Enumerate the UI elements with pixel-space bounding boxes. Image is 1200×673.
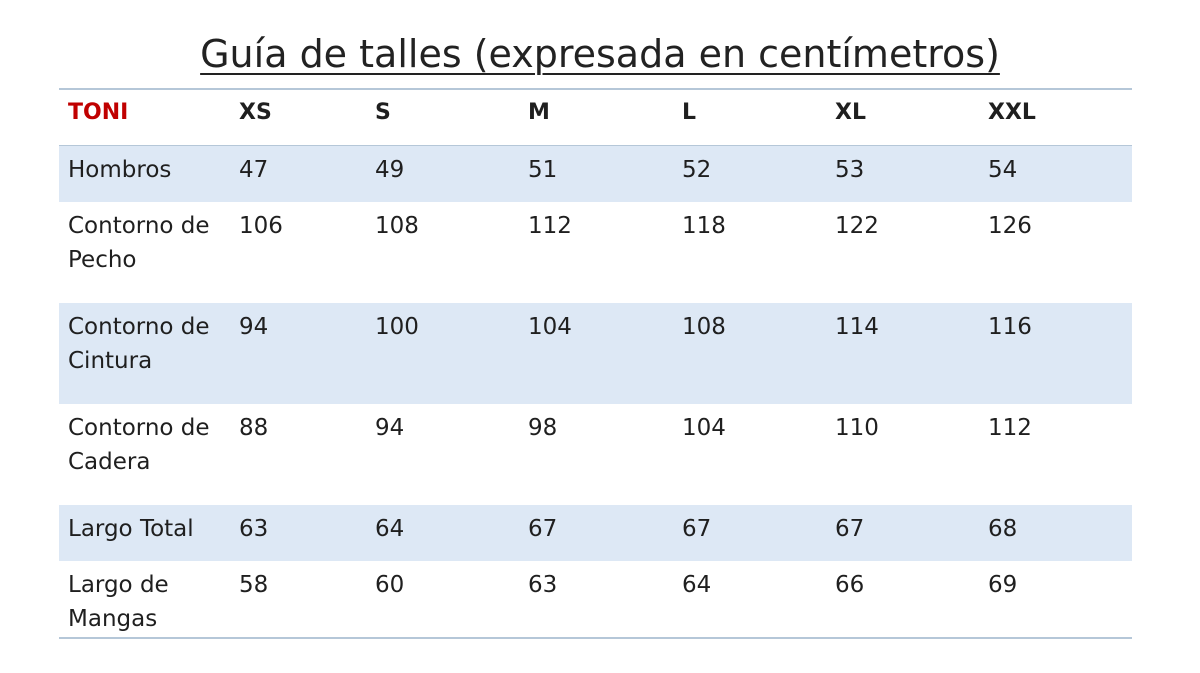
table-cell: 98 — [528, 415, 558, 441]
table-cell: 114 — [835, 314, 879, 340]
table-cell: 49 — [375, 157, 405, 183]
size-table: TONI XS S M L XL XXL Hombros 47 49 51 52… — [59, 88, 1132, 639]
table-cell: 108 — [682, 314, 726, 340]
table-cell: 100 — [375, 314, 419, 340]
table-row-hombros: Hombros 47 49 51 52 53 54 — [59, 146, 1132, 202]
page-title: Guía de talles (expresada en centímetros… — [0, 28, 1200, 80]
table-cell: 63 — [528, 572, 558, 598]
size-header-s: S — [375, 100, 391, 125]
table-cell: 118 — [682, 213, 726, 239]
table-cell: 52 — [682, 157, 712, 183]
table-cell: 94 — [239, 314, 269, 340]
table-cell: 66 — [835, 572, 865, 598]
row-label: Contorno de Pecho — [68, 213, 210, 273]
table-cell: 106 — [239, 213, 283, 239]
table-cell: 64 — [375, 516, 405, 542]
size-header-l: L — [682, 100, 697, 125]
table-cell: 122 — [835, 213, 879, 239]
table-cell: 104 — [682, 415, 726, 441]
page-title-text: Guía de talles (expresada en centímetros… — [200, 32, 1000, 76]
table-row-largo-mangas: Largo de Mangas 58 60 63 64 66 69 — [59, 561, 1132, 637]
table-cell: 53 — [835, 157, 865, 183]
table-row-contorno-pecho: Contorno de Pecho 106 108 112 118 122 12… — [59, 202, 1132, 303]
brand-label: TONI — [68, 100, 129, 125]
row-label: Contorno de Cintura — [68, 314, 210, 374]
size-header-m: M — [528, 100, 550, 125]
table-cell: 88 — [239, 415, 269, 441]
table-cell: 67 — [835, 516, 865, 542]
table-cell: 54 — [988, 157, 1018, 183]
table-cell: 67 — [528, 516, 558, 542]
table-cell: 63 — [239, 516, 269, 542]
table-row-contorno-cintura: Contorno de Cintura 94 100 104 108 114 1… — [59, 303, 1132, 404]
table-cell: 67 — [682, 516, 712, 542]
table-cell: 94 — [375, 415, 405, 441]
table-cell: 116 — [988, 314, 1032, 340]
row-label: Contorno de Cadera — [68, 415, 210, 475]
table-row-largo-total: Largo Total 63 64 67 67 67 68 — [59, 505, 1132, 561]
table-cell: 104 — [528, 314, 572, 340]
row-label: Largo Total — [68, 516, 194, 542]
table-row-contorno-cadera: Contorno de Cadera 88 94 98 104 110 112 — [59, 404, 1132, 505]
table-cell: 108 — [375, 213, 419, 239]
table-cell: 112 — [988, 415, 1032, 441]
table-cell: 68 — [988, 516, 1018, 542]
table-cell: 58 — [239, 572, 269, 598]
table-cell: 51 — [528, 157, 558, 183]
table-cell: 110 — [835, 415, 879, 441]
table-header-row: TONI XS S M L XL XXL — [59, 90, 1132, 146]
size-header-xxl: XXL — [988, 100, 1036, 125]
row-label: Largo de Mangas — [68, 572, 169, 632]
table-cell: 64 — [682, 572, 712, 598]
table-cell: 47 — [239, 157, 269, 183]
table-cell: 112 — [528, 213, 572, 239]
table-cell: 126 — [988, 213, 1032, 239]
table-cell: 69 — [988, 572, 1018, 598]
size-header-xs: XS — [239, 100, 272, 125]
table-cell: 60 — [375, 572, 405, 598]
row-label: Hombros — [68, 157, 172, 183]
size-header-xl: XL — [835, 100, 866, 125]
